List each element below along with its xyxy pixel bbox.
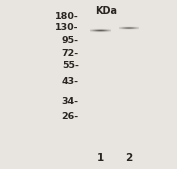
Text: 34-: 34- [62, 97, 79, 106]
Text: 72-: 72- [62, 49, 79, 58]
Text: 2: 2 [126, 153, 133, 163]
Text: KDa: KDa [95, 6, 117, 16]
Text: 180-: 180- [55, 11, 79, 21]
Text: 43-: 43- [62, 77, 79, 87]
Text: 55-: 55- [62, 61, 79, 70]
Text: 130-: 130- [55, 22, 79, 32]
Text: 95-: 95- [62, 36, 79, 45]
Text: 26-: 26- [62, 112, 79, 121]
Text: 1: 1 [96, 153, 104, 163]
